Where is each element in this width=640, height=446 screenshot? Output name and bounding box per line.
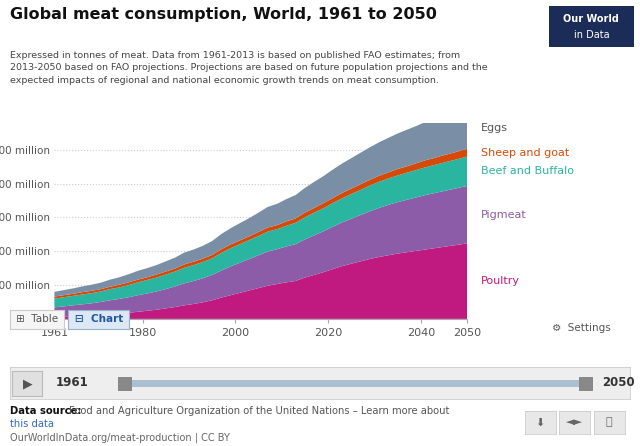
- Text: Global meat consumption, World, 1961 to 2050: Global meat consumption, World, 1961 to …: [10, 7, 436, 22]
- Text: 2050: 2050: [603, 376, 635, 389]
- Text: ⤢: ⤢: [606, 417, 612, 427]
- Text: Sheep and goat: Sheep and goat: [481, 148, 570, 157]
- Text: 1961: 1961: [55, 376, 88, 389]
- Text: Eggs: Eggs: [481, 123, 508, 133]
- Text: ⊟  Chart: ⊟ Chart: [75, 314, 123, 324]
- Text: ▶: ▶: [22, 377, 32, 390]
- Text: this data: this data: [10, 419, 54, 429]
- Text: ⊞  Table: ⊞ Table: [16, 314, 58, 324]
- Text: ◄►: ◄►: [566, 417, 583, 427]
- Circle shape: [580, 377, 593, 390]
- Text: Data source:: Data source:: [10, 406, 81, 416]
- Circle shape: [119, 377, 132, 390]
- Text: OurWorldInData.org/meat-production | CC BY: OurWorldInData.org/meat-production | CC …: [10, 433, 230, 443]
- Text: ⬇: ⬇: [536, 417, 545, 427]
- Text: in Data: in Data: [573, 30, 609, 40]
- Text: Beef and Buffalo: Beef and Buffalo: [481, 166, 574, 176]
- Text: Food and Agriculture Organization of the United Nations – Learn more about: Food and Agriculture Organization of the…: [69, 406, 449, 416]
- Text: Poultry: Poultry: [481, 276, 520, 286]
- Text: Our World: Our World: [563, 14, 620, 24]
- Text: Expressed in tonnes of meat. Data from 1961-2013 is based on published FAO estim: Expressed in tonnes of meat. Data from 1…: [10, 51, 487, 85]
- Text: ⚙  Settings: ⚙ Settings: [552, 323, 611, 333]
- Text: Pigmeat: Pigmeat: [481, 210, 527, 220]
